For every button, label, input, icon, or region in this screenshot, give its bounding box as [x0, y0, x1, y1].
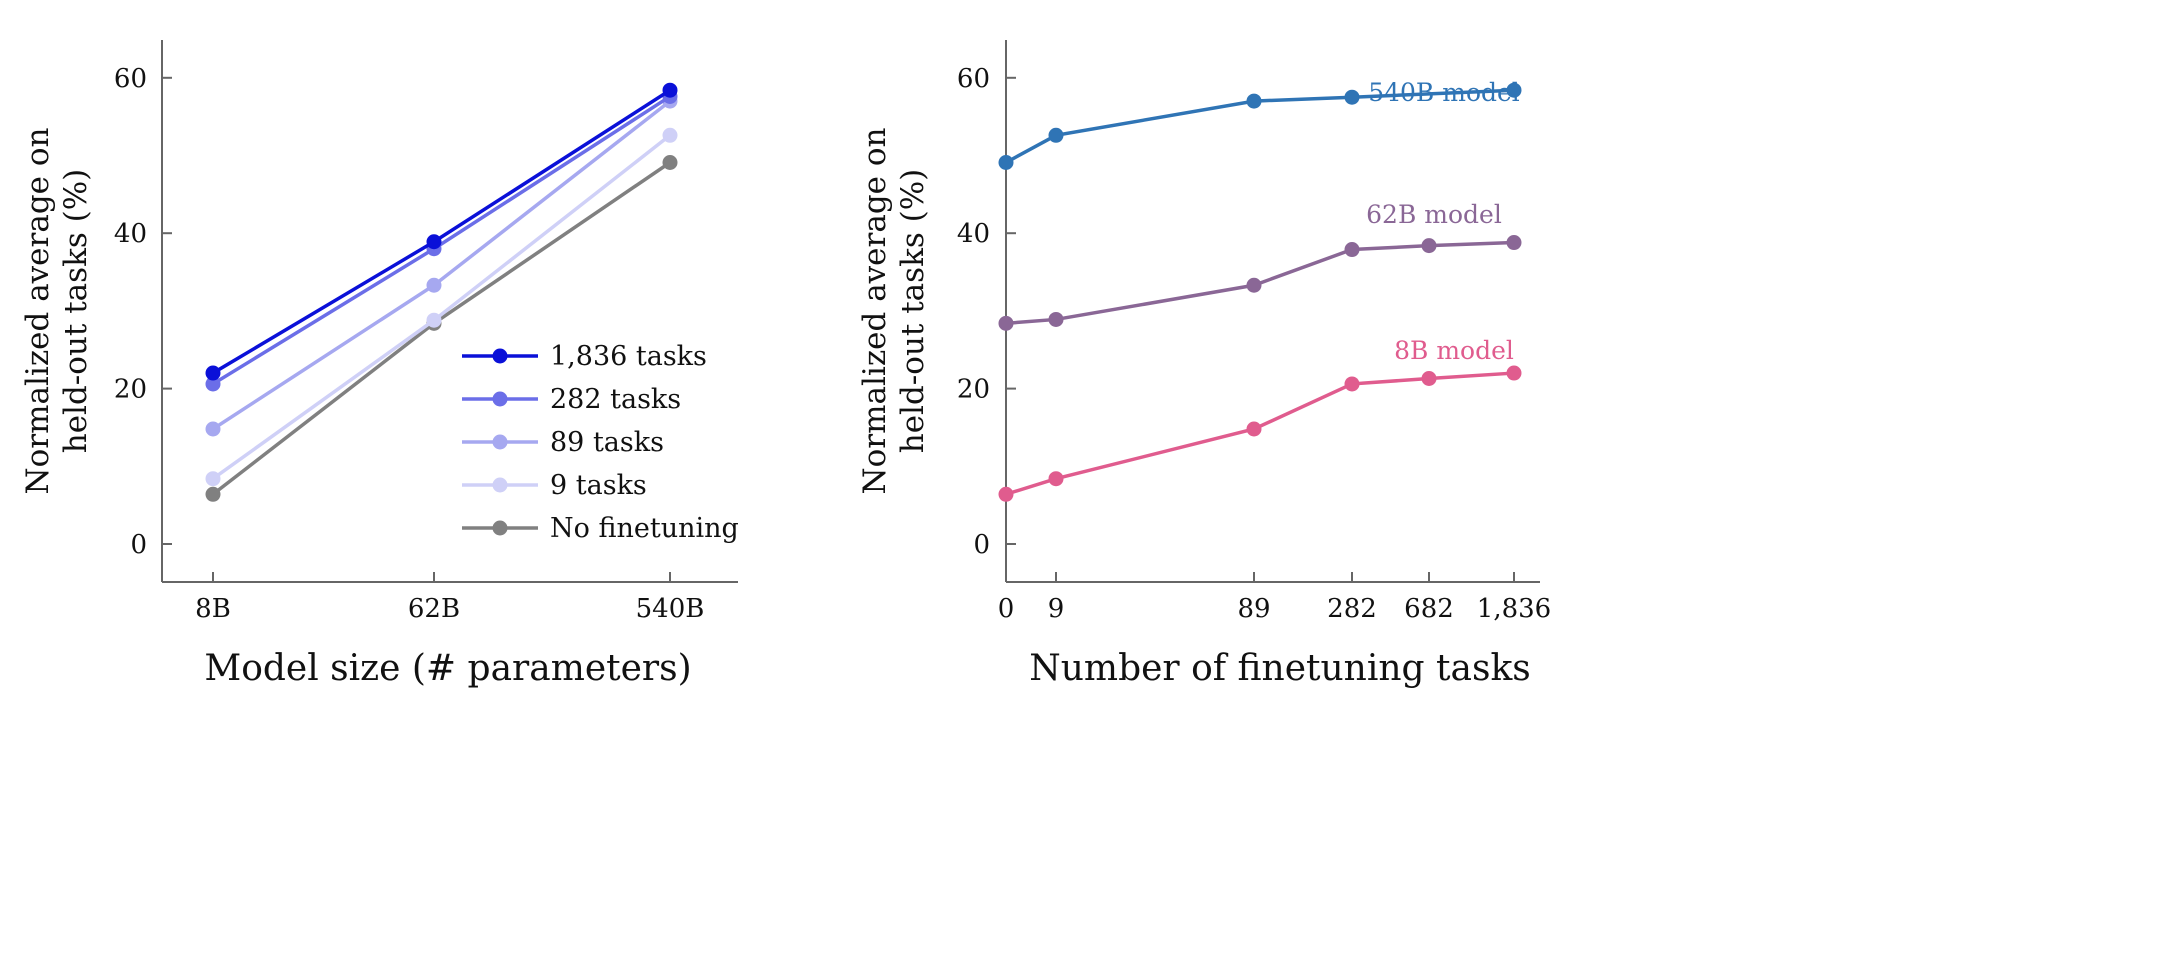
data-point	[205, 471, 221, 487]
data-point	[1246, 421, 1262, 437]
series-line-2	[1005, 371, 1515, 496]
x-axis-label: Model size (# parameters)	[204, 648, 691, 689]
data-point	[998, 315, 1014, 331]
data-point	[1421, 370, 1437, 386]
data-point	[1506, 235, 1522, 251]
x-tick-label: 8B	[195, 594, 231, 624]
data-point	[1506, 82, 1522, 98]
x-tick-label: 540B	[636, 594, 705, 624]
legend-marker	[492, 434, 508, 450]
y-tick-label: 20	[957, 375, 990, 405]
data-point	[662, 127, 678, 143]
data-point	[426, 277, 442, 293]
data-point	[1048, 471, 1064, 487]
x-tick-label: 282	[1327, 594, 1377, 624]
data-point	[998, 486, 1014, 502]
data-point	[662, 154, 678, 170]
y-tick-label: 60	[114, 64, 147, 94]
chart-2: 0 20 40 60 Normalized average onheld-out tas…	[857, 40, 1551, 689]
y-axis-label-line: Normalized average on	[857, 127, 893, 494]
legend-marker	[492, 477, 508, 493]
series-line-0	[212, 88, 671, 375]
data-point	[1506, 365, 1522, 381]
y-tick-label: 0	[973, 530, 990, 560]
data-point	[205, 376, 221, 392]
y-axis-label-line: held-out tasks (%)	[58, 169, 94, 454]
legend-label: 282 tasks	[550, 384, 681, 415]
data-point	[1344, 242, 1360, 258]
y-axis-label-line: Normalized average on	[20, 127, 56, 494]
chart-1: 0 20 40 60 Normalized average onheld-out tas…	[20, 40, 739, 689]
y-tick-label: 60	[957, 64, 990, 94]
legend-label: 9 tasks	[550, 470, 647, 501]
x-tick-label: 62B	[408, 594, 460, 624]
legend-label: 1,836 tasks	[550, 341, 707, 372]
data-point	[1246, 277, 1262, 293]
data-point	[1048, 311, 1064, 327]
y-tick-label: 20	[114, 375, 147, 405]
series-label: 62B model	[1366, 200, 1502, 229]
data-point	[1246, 93, 1262, 109]
data-point	[205, 421, 221, 437]
data-point	[1421, 238, 1437, 254]
x-tick-label: 9	[1048, 594, 1065, 624]
data-point	[205, 365, 221, 381]
series-line-1	[1005, 240, 1515, 326]
data-point	[1344, 89, 1360, 105]
y-axis-label: Normalized average onheld-out tasks (%)	[20, 127, 94, 494]
legend-label: 89 tasks	[550, 427, 664, 458]
data-point	[205, 486, 221, 502]
legend-marker	[492, 520, 508, 536]
legend-marker	[492, 348, 508, 364]
data-point	[426, 234, 442, 250]
legend-label: No finetuning	[550, 513, 739, 544]
data-point	[662, 82, 678, 98]
series-label: 540B model	[1368, 78, 1520, 107]
legend-marker	[492, 391, 508, 407]
series-line-2	[212, 99, 672, 431]
data-point	[998, 154, 1014, 170]
series-label: 8B model	[1394, 336, 1514, 365]
x-tick-label: 1,836	[1477, 594, 1551, 624]
x-axis-label: Number of finetuning tasks	[1029, 648, 1531, 689]
y-axis-label: Normalized average onheld-out tasks (%)	[857, 127, 931, 494]
x-tick-label: 682	[1404, 594, 1454, 624]
data-point	[1344, 376, 1360, 392]
y-tick-label: 40	[957, 219, 990, 249]
y-tick-label: 40	[114, 219, 147, 249]
y-tick-label: 0	[130, 530, 147, 560]
x-tick-label: 0	[998, 594, 1015, 624]
y-axis-label-line: held-out tasks (%)	[895, 169, 931, 454]
data-point	[426, 312, 442, 328]
data-point	[1048, 127, 1064, 143]
x-tick-label: 89	[1237, 594, 1270, 624]
